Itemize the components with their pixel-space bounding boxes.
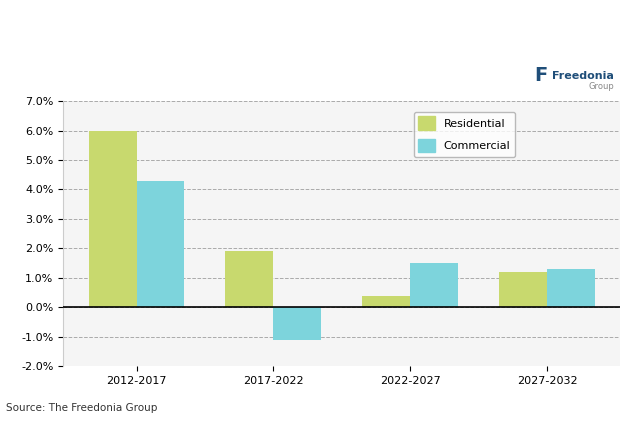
Bar [225,251,273,307]
Text: Source: The Freedonia Group: Source: The Freedonia Group [6,402,158,413]
Bar [362,296,410,307]
Bar [499,272,547,307]
Text: Group: Group [588,82,614,91]
Bar [137,181,184,307]
Text: F: F [535,66,548,85]
Bar [547,269,595,307]
Bar [410,263,458,307]
Bar [273,307,322,340]
Text: Freedonia: Freedonia [552,71,614,81]
Text: Figure 3-5.
Residential Siding vs. Commercial Siding Area Demand,
2012 – 2032
(%: Figure 3-5. Residential Siding vs. Comme… [6,3,335,55]
Legend: Residential, Commercial: Residential, Commercial [414,112,515,157]
Bar [89,131,137,307]
